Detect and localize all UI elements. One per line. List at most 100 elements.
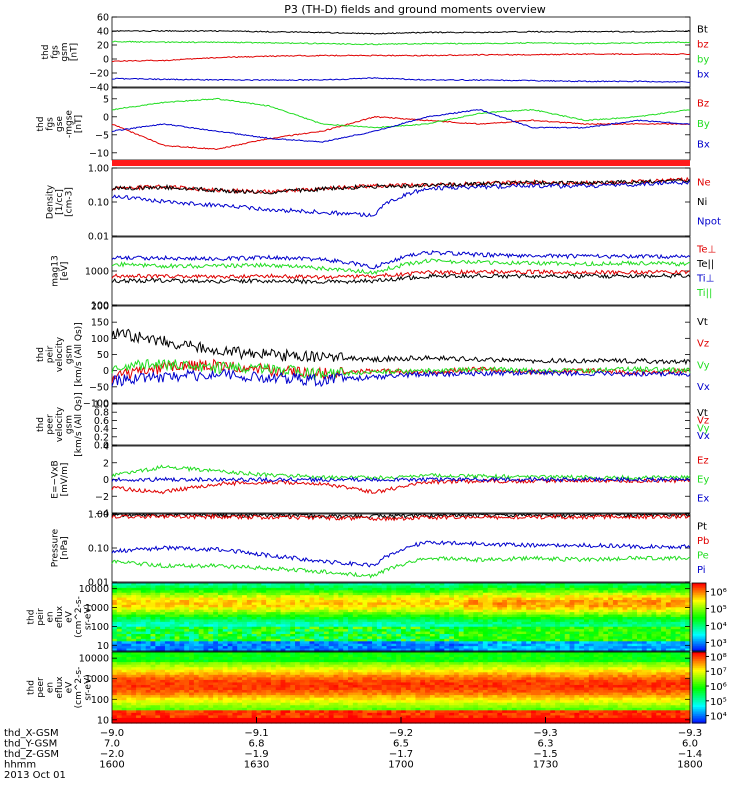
- heatmap-cell: [189, 674, 195, 678]
- heatmap-cell: [150, 692, 156, 696]
- heatmap-cell: [468, 590, 474, 594]
- heatmap-cell: [174, 643, 181, 647]
- heatmap-cell: [319, 602, 325, 606]
- heatmap-cell: [564, 631, 571, 635]
- heatmap-cell: [319, 626, 325, 630]
- heatmap-cell: [126, 657, 132, 661]
- heatmap-cell: [680, 585, 686, 589]
- series-bz-line: [111, 53, 691, 63]
- heatmap-cell: [473, 600, 479, 604]
- heatmap-cell: [160, 657, 166, 661]
- heatmap-cell: [126, 626, 132, 630]
- heatmap-cell: [266, 674, 272, 678]
- heatmap-cell: [232, 715, 238, 719]
- heatmap-cell: [131, 624, 137, 628]
- heatmap-cell: [535, 648, 542, 652]
- heatmap-cell: [275, 702, 282, 706]
- heatmap-cell: [299, 674, 306, 678]
- heatmap-cell: [126, 648, 132, 652]
- heatmap-cell: [275, 679, 282, 684]
- heatmap-cell: [232, 634, 238, 638]
- heatmap-cell: [323, 621, 330, 625]
- heatmap-cell: [487, 597, 494, 601]
- heatmap-cell: [213, 677, 219, 681]
- heatmap-cell: [304, 684, 311, 689]
- heatmap-cell: [545, 648, 551, 652]
- heatmap-cell: [328, 657, 335, 661]
- heatmap-cell: [208, 662, 214, 666]
- heatmap-cell: [203, 634, 209, 638]
- y-tick-label: −50: [89, 382, 109, 393]
- heatmap-cell: [405, 583, 412, 587]
- heatmap-cell: [603, 592, 609, 596]
- legend-entry: Ne: [697, 178, 711, 189]
- heatmap-cell: [275, 624, 282, 628]
- heatmap-cell: [598, 621, 604, 625]
- heatmap-cell: [333, 587, 339, 591]
- heatmap-cell: [482, 621, 489, 625]
- heatmap-cell: [116, 720, 123, 724]
- heatmap-cell: [338, 604, 344, 608]
- heatmap-cell: [574, 631, 580, 635]
- heatmap-cell: [295, 659, 301, 663]
- heatmap-cell: [179, 712, 185, 716]
- heatmap-cell: [131, 662, 137, 666]
- heatmap-cell: [685, 646, 691, 650]
- heatmap-cell: [473, 624, 479, 628]
- heatmap-cell: [367, 643, 373, 647]
- heatmap-cell: [506, 604, 513, 608]
- heatmap-cell: [492, 614, 498, 618]
- heatmap-cell: [487, 614, 494, 618]
- heatmap-cell: [314, 638, 320, 642]
- heatmap-cell: [333, 705, 339, 709]
- heatmap-cell: [160, 609, 166, 613]
- heatmap-cell: [362, 609, 368, 613]
- heatmap-cell: [391, 648, 397, 652]
- heatmap-cell: [189, 583, 195, 587]
- heatmap-cell: [179, 690, 185, 694]
- heatmap-cell: [598, 624, 604, 628]
- heatmap-cell: [232, 587, 238, 591]
- heatmap-cell: [468, 641, 474, 645]
- heatmap-cell: [603, 604, 609, 608]
- heatmap-cell: [246, 690, 253, 694]
- heatmap-cell: [193, 684, 200, 689]
- heatmap-cell: [545, 641, 551, 645]
- heatmap-cell: [261, 700, 267, 704]
- heatmap-cell: [295, 687, 301, 691]
- heatmap-cell: [299, 612, 306, 616]
- heatmap-cell: [155, 659, 161, 663]
- heatmap-cell: [285, 634, 291, 638]
- heatmap-cell: [304, 720, 311, 724]
- heatmap-cell: [333, 592, 339, 596]
- heatmap-cell: [608, 634, 614, 638]
- heatmap-cell: [376, 595, 383, 599]
- legend-entry: Vx: [697, 382, 710, 393]
- heatmap-cell: [333, 657, 339, 661]
- heatmap-cell: [559, 604, 566, 608]
- heatmap-cell: [550, 636, 556, 640]
- heatmap-cell: [251, 604, 258, 608]
- heatmap-cell: [482, 592, 489, 596]
- heatmap-cell: [140, 674, 147, 678]
- heatmap-cell: [275, 664, 282, 668]
- heatmap-cell: [242, 702, 248, 706]
- legend-entry: Vz: [697, 339, 709, 350]
- heatmap-cell: [295, 682, 301, 686]
- heatmap-cell: [386, 621, 392, 625]
- heatmap-cell: [126, 631, 132, 635]
- heatmap-cell: [685, 648, 691, 652]
- heatmap-cell: [473, 585, 479, 589]
- heatmap-cell: [468, 587, 474, 591]
- heatmap-cell: [222, 717, 229, 722]
- heatmap-cell: [256, 614, 262, 618]
- heatmap-cell: [112, 600, 118, 604]
- heatmap-cell: [482, 604, 489, 608]
- heatmap-cell: [656, 600, 662, 604]
- heatmap-cell: [526, 595, 532, 599]
- heatmap-cell: [526, 634, 532, 638]
- heatmap-cell: [164, 604, 171, 608]
- heatmap-cell: [150, 720, 156, 724]
- heatmap-cell: [208, 707, 214, 711]
- heatmap-cell: [685, 621, 691, 625]
